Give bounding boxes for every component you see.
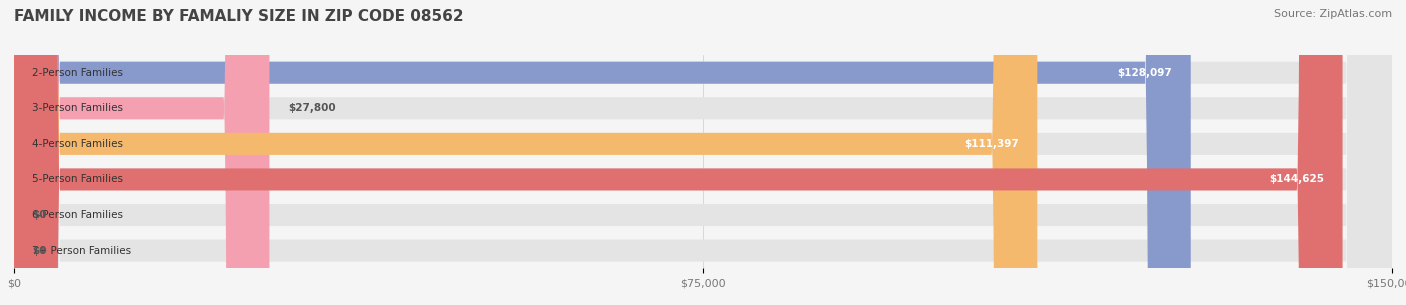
Text: $128,097: $128,097	[1118, 68, 1173, 78]
FancyBboxPatch shape	[14, 0, 1392, 305]
Text: 7+ Person Families: 7+ Person Families	[32, 246, 132, 256]
FancyBboxPatch shape	[14, 0, 1343, 305]
FancyBboxPatch shape	[14, 0, 1392, 305]
Text: $27,800: $27,800	[288, 103, 336, 113]
Text: $144,625: $144,625	[1270, 174, 1324, 185]
FancyBboxPatch shape	[14, 0, 1392, 305]
FancyBboxPatch shape	[14, 0, 1191, 305]
FancyBboxPatch shape	[14, 0, 1392, 305]
Text: $111,397: $111,397	[965, 139, 1019, 149]
Text: FAMILY INCOME BY FAMALIY SIZE IN ZIP CODE 08562: FAMILY INCOME BY FAMALIY SIZE IN ZIP COD…	[14, 9, 464, 24]
FancyBboxPatch shape	[14, 0, 1392, 305]
FancyBboxPatch shape	[14, 0, 1038, 305]
Text: 5-Person Families: 5-Person Families	[32, 174, 124, 185]
Text: 6-Person Families: 6-Person Families	[32, 210, 124, 220]
Text: 4-Person Families: 4-Person Families	[32, 139, 124, 149]
Text: $0: $0	[32, 210, 46, 220]
FancyBboxPatch shape	[14, 0, 270, 305]
FancyBboxPatch shape	[14, 0, 1392, 305]
Text: Source: ZipAtlas.com: Source: ZipAtlas.com	[1274, 9, 1392, 19]
Text: 2-Person Families: 2-Person Families	[32, 68, 124, 78]
Text: $0: $0	[32, 246, 46, 256]
Text: 3-Person Families: 3-Person Families	[32, 103, 124, 113]
